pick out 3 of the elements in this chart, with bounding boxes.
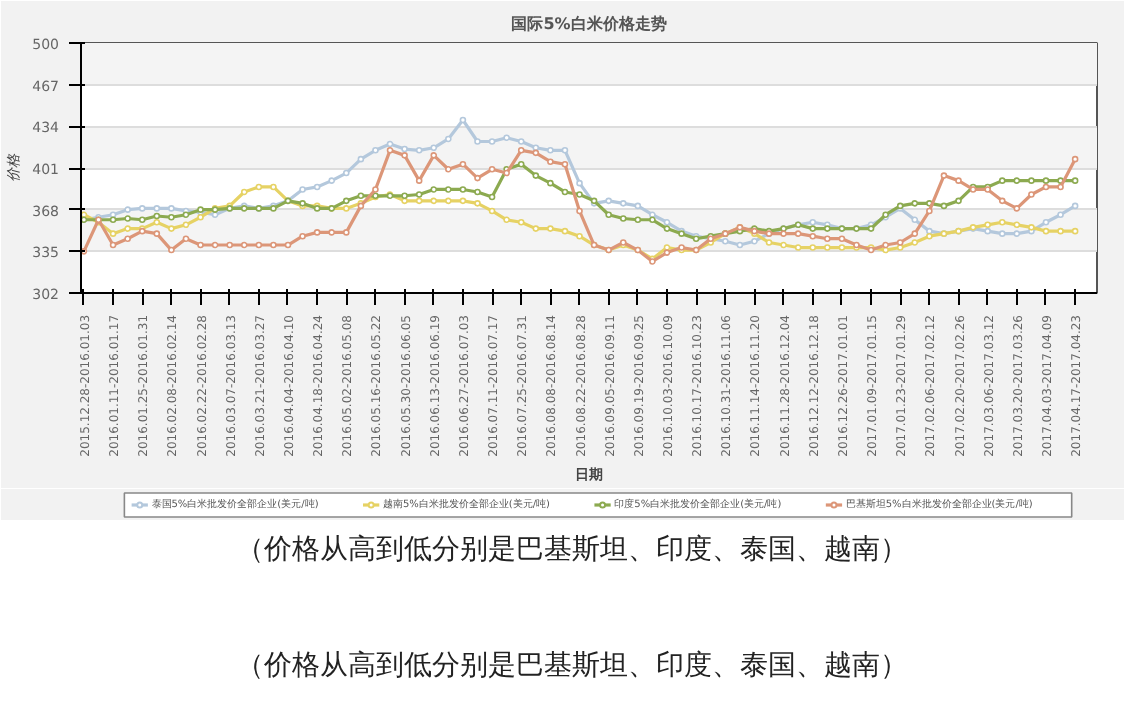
chart-title: 国际5%白米价格走势 — [511, 15, 667, 33]
text: （价格从高到低分别是巴基斯坦、印度、泰国、越南） — [236, 648, 908, 686]
text: （价格从高到低分别是巴基斯坦、印度、泰国、越南） — [236, 532, 908, 570]
